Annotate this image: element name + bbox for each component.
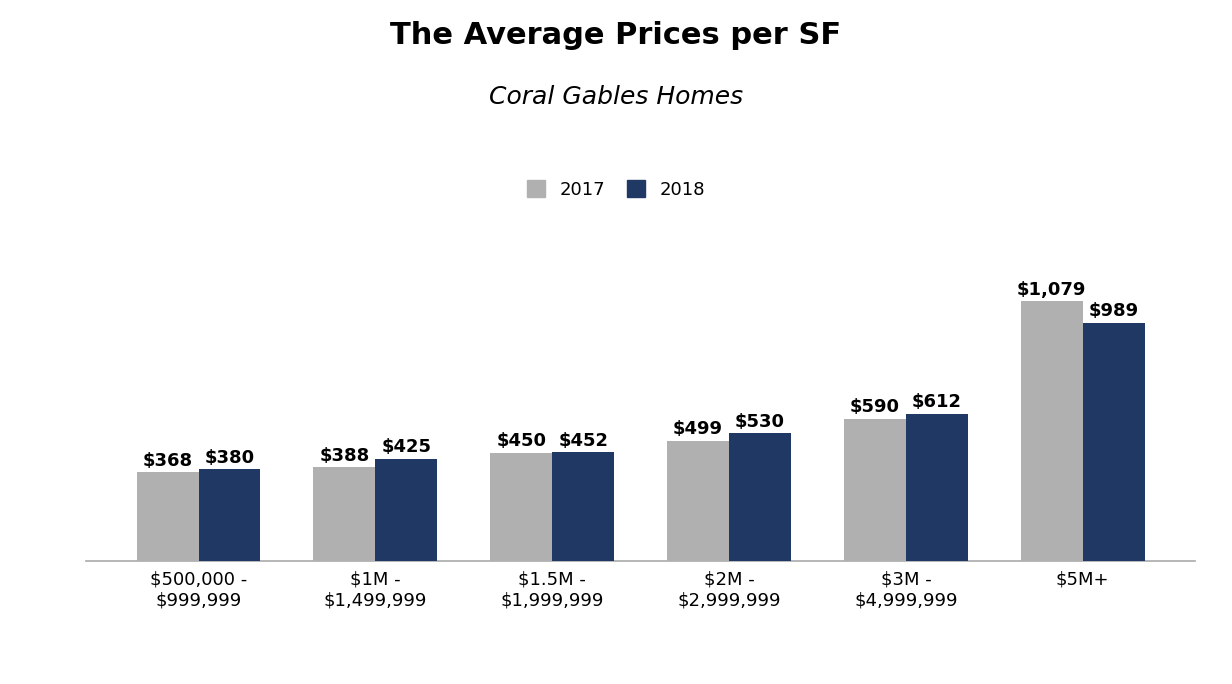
Bar	[1021, 301, 1083, 561]
Bar	[313, 467, 376, 561]
Text: $368: $368	[143, 452, 192, 470]
Bar	[906, 414, 968, 561]
Bar	[490, 453, 552, 561]
Bar	[376, 458, 437, 561]
Legend: 2017, 2018: 2017, 2018	[520, 173, 712, 206]
Bar	[844, 419, 906, 561]
Text: $590: $590	[850, 398, 899, 417]
Text: Coral Gables Homes: Coral Gables Homes	[489, 86, 743, 109]
Text: $1,079: $1,079	[1018, 280, 1087, 299]
Bar	[1083, 323, 1145, 561]
Text: $388: $388	[319, 447, 370, 465]
Text: $499: $499	[673, 421, 723, 438]
Text: $530: $530	[736, 413, 785, 431]
Text: $425: $425	[382, 438, 431, 456]
Bar	[198, 469, 260, 561]
Bar	[729, 433, 791, 561]
Text: $452: $452	[558, 432, 609, 449]
Text: $450: $450	[496, 432, 546, 450]
Text: $612: $612	[912, 393, 962, 411]
Text: $380: $380	[205, 449, 255, 467]
Text: The Average Prices per SF: The Average Prices per SF	[391, 21, 841, 49]
Text: $989: $989	[1089, 302, 1138, 320]
Bar	[668, 440, 729, 561]
Bar	[137, 472, 198, 561]
Bar	[552, 452, 614, 561]
